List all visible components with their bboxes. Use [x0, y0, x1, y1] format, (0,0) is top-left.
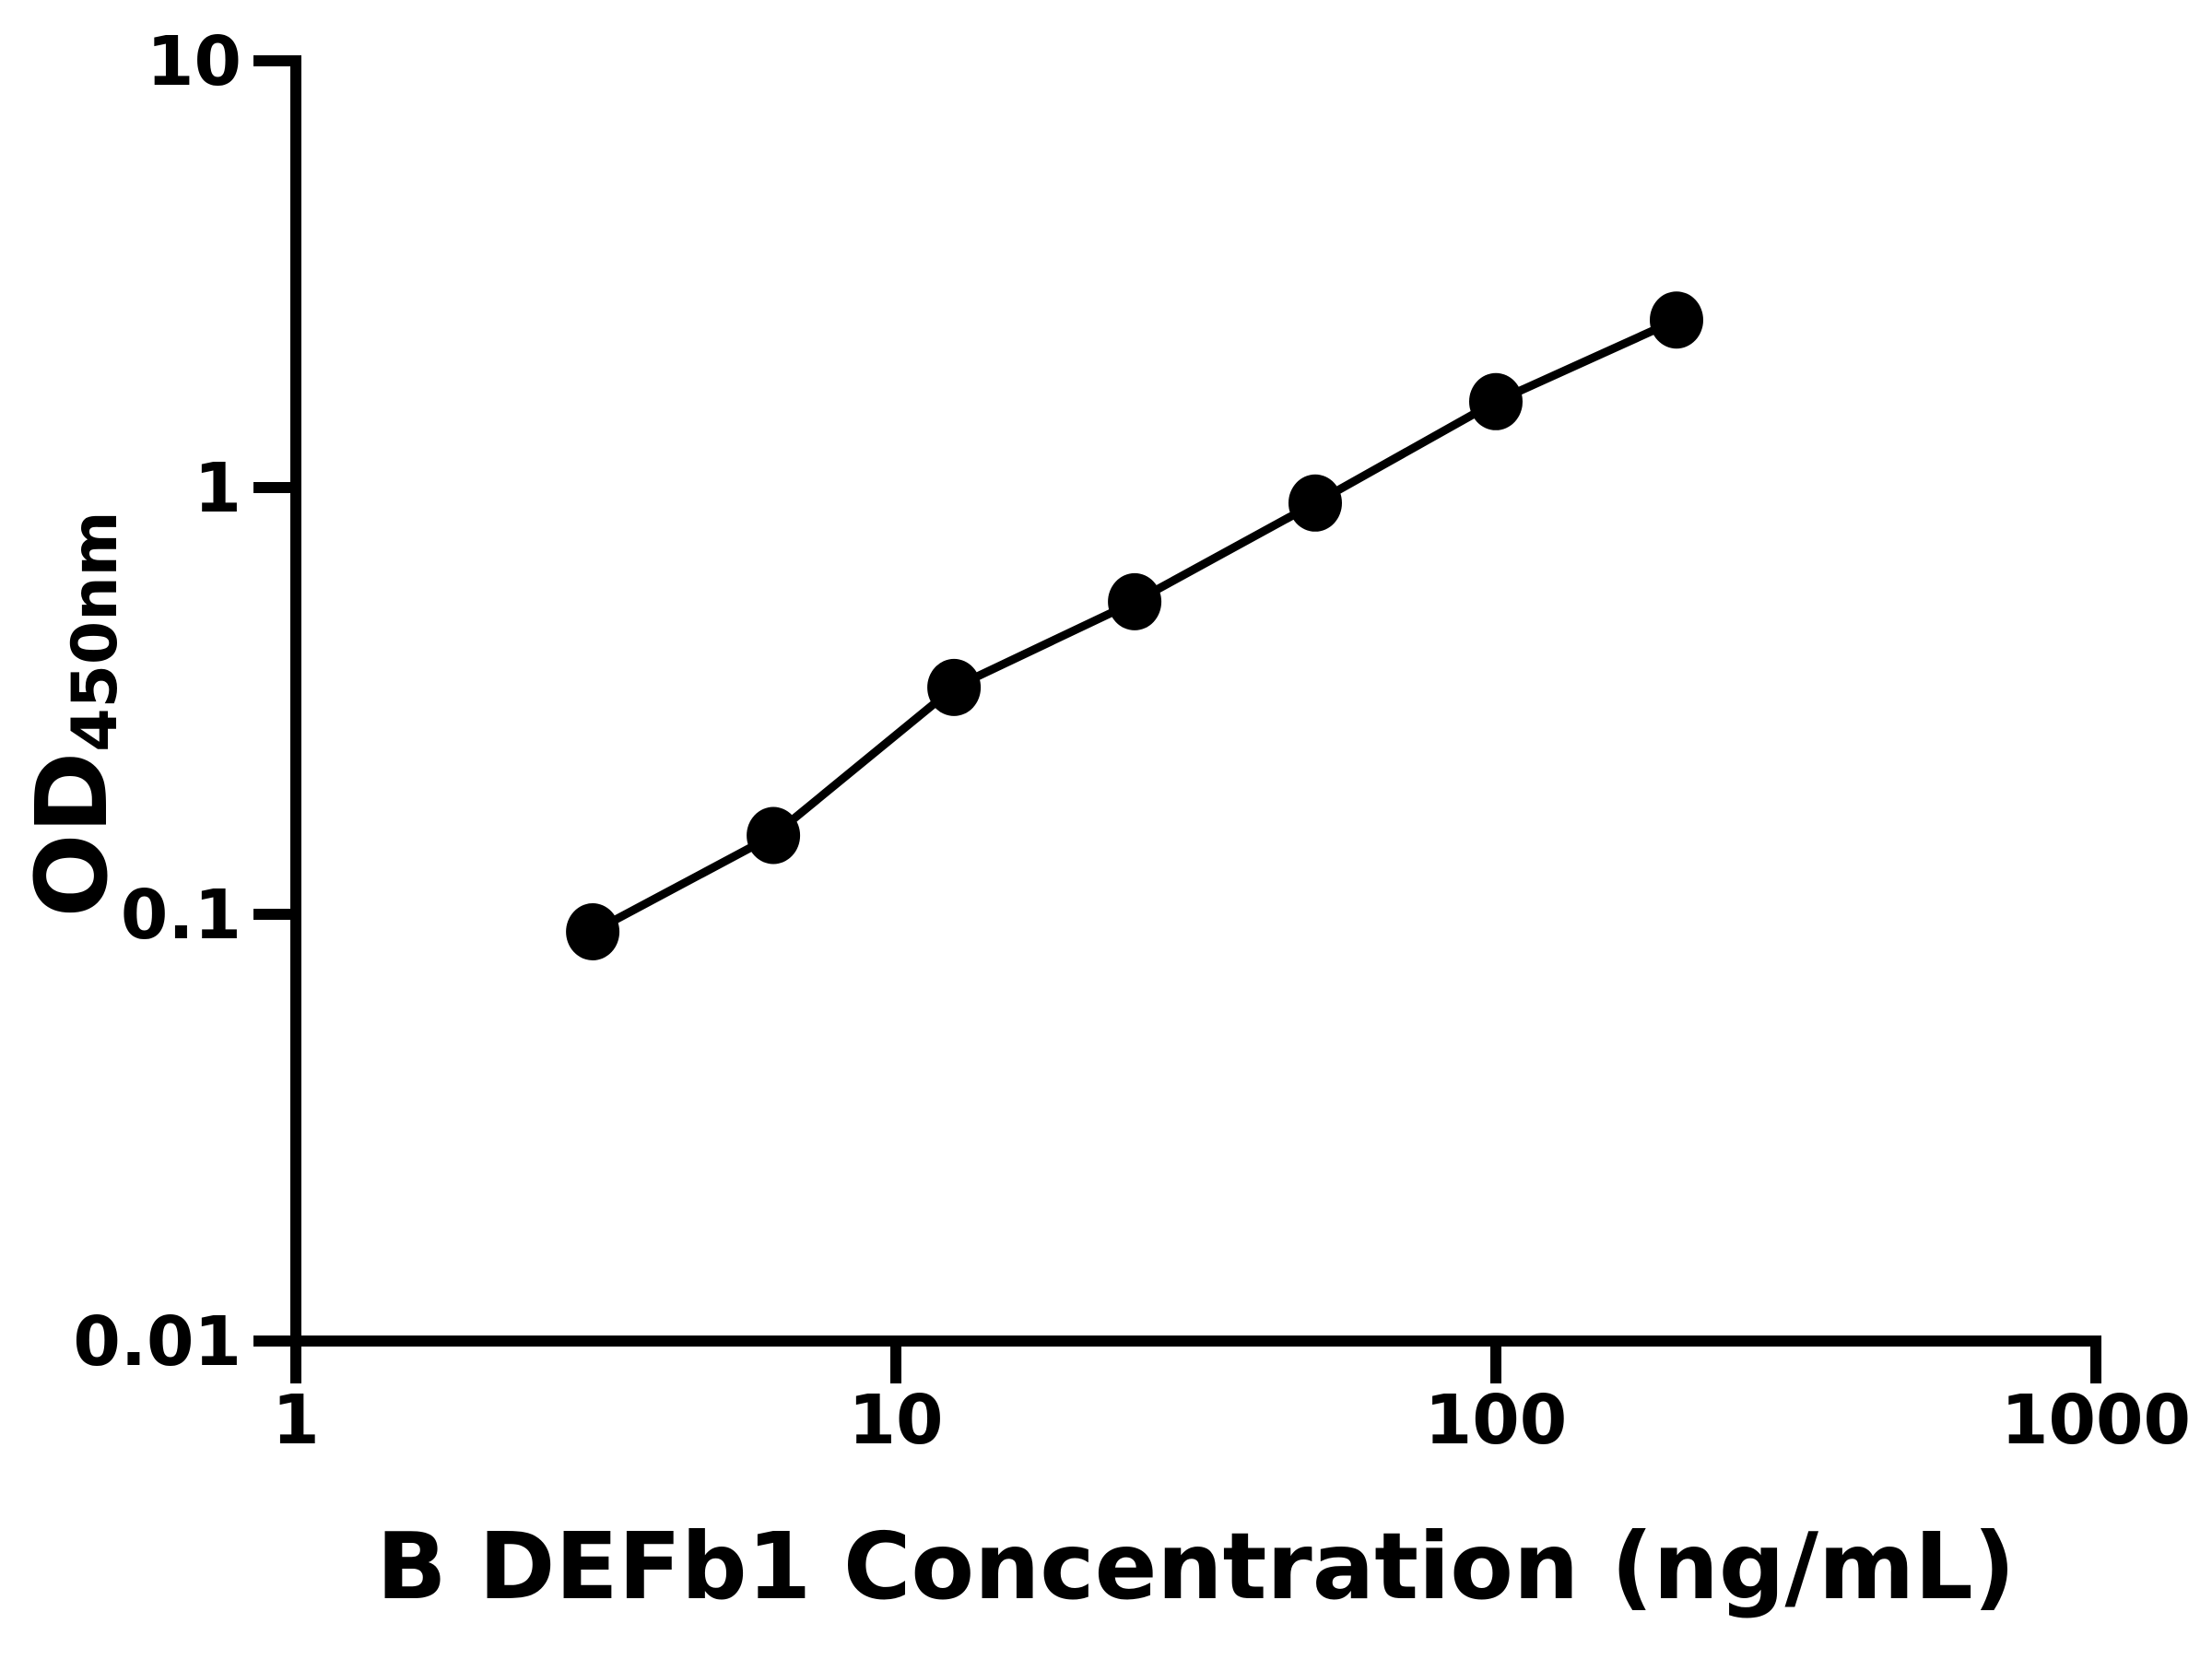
data-point: [1288, 474, 1342, 532]
data-point: [747, 806, 801, 865]
x-tick-label: 10: [849, 1381, 944, 1460]
y-axis-title: OD450nm: [16, 512, 132, 918]
y-tick-label: 10: [147, 22, 241, 101]
x-tick-label: 100: [1425, 1381, 1567, 1460]
data-point: [566, 903, 620, 960]
x-axis-title: B DEFb1 Concentration (ng/mL): [376, 1512, 2016, 1620]
y-axis-title-main: OD: [16, 751, 131, 918]
data-point: [1469, 372, 1523, 430]
data-point: [1108, 572, 1162, 630]
x-tick-label: 1: [272, 1381, 320, 1460]
y-tick-label: 0.1: [121, 876, 241, 955]
y-tick-label: 0.01: [73, 1302, 241, 1382]
y-axis-title-subscript: 450nm: [58, 511, 132, 752]
x-tick-label: 1000: [2001, 1381, 2191, 1460]
data-point: [927, 658, 982, 716]
y-tick-label: 1: [194, 449, 242, 528]
data-point: [1650, 291, 1703, 349]
